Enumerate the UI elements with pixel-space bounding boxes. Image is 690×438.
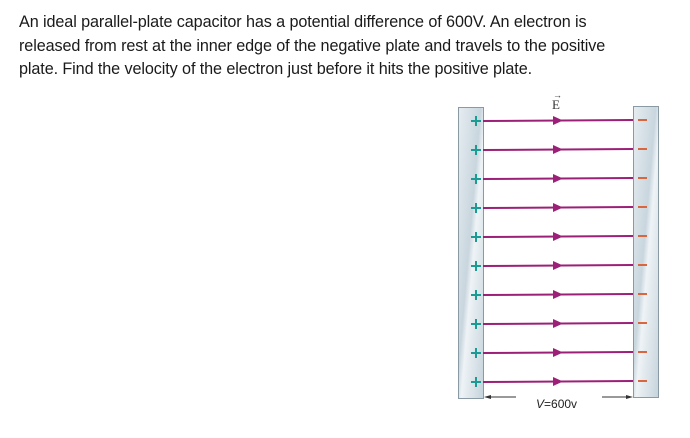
- plus-signs: [471, 116, 481, 387]
- question-line-1: An ideal parallel-plate capacitor has a …: [19, 13, 587, 31]
- minus-signs: [638, 119, 647, 382]
- question-text: An ideal parallel-plate capacitor has a …: [19, 11, 679, 82]
- positive-plate: [458, 107, 484, 399]
- electric-field-label: → E: [552, 90, 562, 112]
- question-line-2: released from rest at the inner edge of …: [19, 36, 606, 55]
- negative-plate: [633, 106, 659, 398]
- question-line-3: plate. Find the velocity of the electron…: [19, 60, 532, 78]
- voltage-label: V=600v: [536, 397, 578, 411]
- field-arrowheads: [553, 116, 563, 386]
- field-lines: [482, 119, 634, 383]
- vector-arrow-icon: →: [553, 90, 562, 100]
- voltage-dimension-arrows: [484, 395, 633, 399]
